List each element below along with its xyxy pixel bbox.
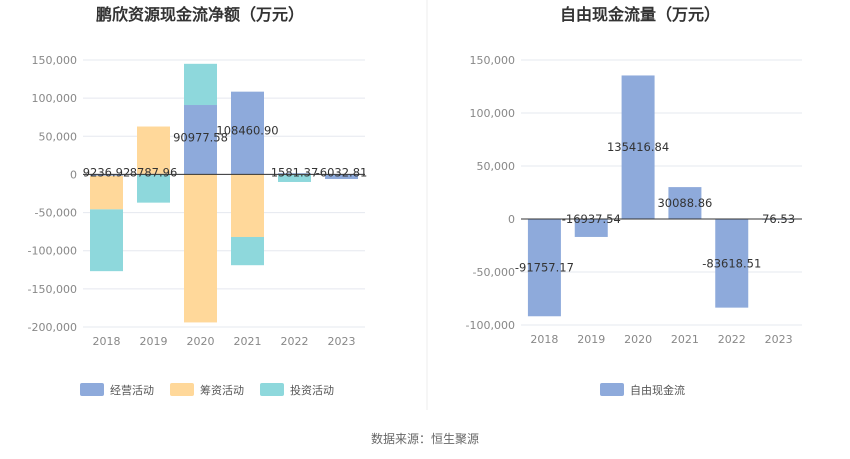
x-tick-label: 2021: [234, 335, 262, 348]
data-label: 135416.84: [607, 140, 669, 154]
y-tick-label: 100,000: [470, 107, 516, 120]
bar-1: [278, 173, 311, 175]
bar-1: [715, 219, 749, 308]
bar-2: [231, 174, 264, 237]
x-tick-label: 2019: [140, 335, 168, 348]
bar-2: [184, 174, 217, 323]
bar-3: [231, 236, 264, 266]
y-tick-label: -50,000: [473, 266, 515, 279]
data-label: -6032.81: [316, 165, 368, 179]
x-tick-label: 2021: [671, 333, 699, 346]
data-label: 9236.92: [83, 165, 131, 179]
data-source-label: 数据来源：恒生聚源: [371, 431, 479, 446]
bar-3: [90, 209, 123, 272]
x-tick-label: 2023: [765, 333, 793, 346]
chart-title: 鹏欣资源现金流净额（万元）: [96, 5, 304, 24]
data-label: 76.53: [762, 212, 795, 226]
bar-1: [325, 174, 358, 180]
x-tick-label: 2022: [281, 335, 309, 348]
data-label: -16937.54: [562, 212, 621, 226]
bar-3: [278, 174, 311, 182]
x-tick-label: 2023: [328, 335, 356, 348]
x-tick-label: 2020: [624, 333, 652, 346]
x-tick-label: 2018: [530, 333, 558, 346]
legend-swatch-1: [600, 383, 624, 396]
legend-swatch-2: [170, 383, 194, 396]
bar-2: [137, 126, 170, 174]
data-label: 90977.58: [173, 130, 228, 144]
x-tick-label: 2022: [718, 333, 746, 346]
data-label: -91757.17: [515, 261, 574, 275]
y-tick-label: 150,000: [470, 54, 516, 67]
bar-1: [668, 187, 702, 219]
bar-3: [137, 174, 170, 203]
legend-swatch-3: [260, 383, 284, 396]
data-label: 8787.96: [130, 165, 178, 179]
legend-label-1: 经营活动: [110, 383, 154, 397]
chart-title: 自由现金流量（万元）: [560, 5, 720, 24]
y-tick-label: 100,000: [32, 92, 78, 105]
bar-3: [184, 63, 217, 106]
y-tick-label: 50,000: [39, 130, 78, 143]
x-tick-label: 2020: [187, 335, 215, 348]
y-tick-label: -50,000: [35, 207, 77, 220]
bar-1: [184, 105, 217, 175]
y-tick-label: -150,000: [28, 283, 77, 296]
data-label: 108460.90: [216, 123, 278, 137]
y-tick-label: -200,000: [28, 321, 77, 334]
y-tick-label: 150,000: [32, 54, 78, 67]
x-tick-label: 2019: [577, 333, 605, 346]
y-tick-label: -100,000: [466, 319, 515, 332]
legend-label-1: 自由现金流: [630, 383, 685, 397]
bar-1: [90, 174, 123, 176]
data-label: -83618.51: [702, 256, 761, 270]
data-label: 1581.37: [271, 165, 319, 179]
y-tick-label: 0: [508, 213, 515, 226]
y-tick-label: -100,000: [28, 245, 77, 258]
bar-1: [574, 219, 608, 237]
bar-2: [90, 175, 123, 210]
x-tick-label: 2018: [93, 335, 121, 348]
legend-swatch-1: [80, 383, 104, 396]
bar-1: [621, 75, 655, 219]
legend-label-2: 筹资活动: [200, 383, 244, 397]
legend-label-3: 投资活动: [290, 383, 334, 397]
y-tick-label: 50,000: [477, 160, 516, 173]
bar-1: [527, 219, 561, 317]
bar-1: [231, 91, 264, 175]
data-label: 30088.86: [657, 196, 712, 210]
y-tick-label: 0: [70, 168, 77, 181]
